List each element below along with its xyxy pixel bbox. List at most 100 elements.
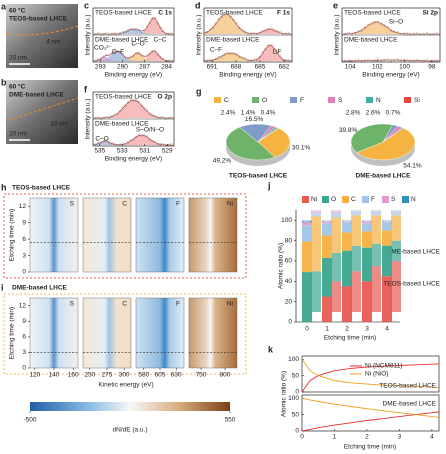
raw-point bbox=[105, 115, 108, 119]
raw-point bbox=[373, 59, 376, 62]
map-label: F bbox=[176, 201, 180, 208]
bar-segment bbox=[311, 216, 321, 272]
bar-segment bbox=[371, 243, 381, 267]
raw-point bbox=[164, 144, 167, 147]
envelope bbox=[203, 44, 293, 62]
raw-point bbox=[416, 32, 419, 35]
x-tick-label: 0 bbox=[300, 434, 304, 441]
raw-point bbox=[347, 59, 350, 62]
axis-title: Intensity (a.u.) bbox=[196, 14, 203, 55]
raw-point bbox=[170, 143, 173, 146]
y-tick-label: 9 bbox=[22, 318, 26, 325]
raw-point bbox=[244, 30, 247, 33]
raw-point bbox=[217, 56, 220, 59]
bar-segment bbox=[342, 222, 352, 233]
bar-cap bbox=[342, 218, 352, 222]
x-tick-label: 691 bbox=[207, 64, 218, 71]
raw-point bbox=[100, 33, 103, 36]
raw-point bbox=[121, 142, 124, 145]
x-tick-label: 3 bbox=[398, 434, 402, 441]
bar-cap bbox=[382, 218, 392, 222]
raw-point bbox=[223, 13, 226, 16]
y-tick-label: 80 bbox=[285, 237, 293, 244]
raw-point bbox=[258, 31, 261, 34]
raw-point bbox=[118, 143, 122, 146]
envelope bbox=[92, 134, 174, 146]
bar-segment bbox=[302, 272, 312, 322]
x-tick-label: 140 bbox=[49, 372, 60, 379]
raw-point bbox=[100, 117, 103, 120]
raw-point bbox=[380, 59, 383, 62]
raw-point bbox=[102, 140, 105, 143]
pie-name: DME-based LHCE bbox=[356, 173, 412, 180]
raw-point bbox=[205, 31, 208, 34]
raw-point bbox=[285, 32, 288, 35]
raw-point bbox=[357, 59, 360, 62]
raw-point bbox=[249, 59, 252, 62]
raw-point bbox=[252, 58, 255, 61]
raw-point bbox=[389, 29, 393, 32]
raw-point bbox=[246, 59, 250, 62]
peak-label: LiF bbox=[272, 49, 281, 56]
raw-point bbox=[350, 60, 353, 63]
x-tick-label: 293 bbox=[95, 64, 106, 71]
bar-segment bbox=[351, 271, 361, 312]
heatmap bbox=[82, 297, 132, 369]
bar-cap bbox=[371, 208, 381, 212]
y-tick-label: 50 bbox=[292, 411, 300, 418]
raw-point bbox=[159, 116, 162, 119]
heatmap bbox=[29, 297, 79, 369]
legend-label: S bbox=[338, 97, 343, 104]
bar-segment bbox=[362, 281, 372, 322]
raw-point bbox=[143, 29, 146, 32]
label: C 1s bbox=[158, 10, 172, 17]
legend-swatch bbox=[252, 97, 259, 103]
raw-point bbox=[267, 28, 270, 31]
raw-point bbox=[244, 57, 247, 60]
peak-label: Si–O bbox=[389, 19, 403, 26]
value-label: 39.8% bbox=[339, 127, 358, 134]
panel-label: d bbox=[195, 0, 201, 10]
bar-segment bbox=[362, 223, 372, 232]
section-title: TEOS-based LHCE bbox=[12, 185, 71, 192]
raw-point bbox=[102, 116, 105, 119]
raw-point bbox=[229, 52, 232, 55]
map-label: C bbox=[122, 301, 127, 308]
panel-label: k bbox=[268, 344, 274, 354]
raw-point bbox=[148, 53, 151, 56]
panel-label: c bbox=[84, 0, 89, 10]
raw-point bbox=[132, 138, 135, 141]
raw-point bbox=[276, 52, 279, 55]
raw-point bbox=[127, 29, 130, 32]
x-tick-label: 4 bbox=[385, 326, 389, 333]
axis-title: Intensity (a.u.) bbox=[85, 14, 92, 55]
heatmap bbox=[188, 197, 238, 273]
interface-line bbox=[5, 25, 79, 36]
bar-segment bbox=[362, 221, 372, 224]
bar-segment bbox=[331, 281, 341, 312]
raw-point bbox=[100, 141, 103, 144]
label: TEOS-based LHCE bbox=[95, 94, 152, 101]
x-tick-label: 287 bbox=[139, 64, 150, 71]
x-tick-label: 685 bbox=[255, 64, 266, 71]
x-tick-label: 2 bbox=[365, 434, 369, 441]
x-tick-label: 275 bbox=[102, 372, 113, 379]
x-tick-label: 104 bbox=[345, 64, 356, 71]
legend-label: Si bbox=[414, 97, 420, 104]
legend-label: C bbox=[224, 97, 229, 104]
raw-point bbox=[140, 30, 143, 33]
fit-peak bbox=[93, 57, 174, 61]
bar-segment bbox=[342, 232, 352, 251]
bar-segment bbox=[391, 215, 401, 241]
raw-point bbox=[273, 29, 276, 32]
raw-point bbox=[127, 101, 130, 104]
interface-line bbox=[9, 97, 79, 121]
value-label: 0.4% bbox=[261, 110, 276, 117]
raw-point bbox=[127, 57, 130, 60]
raw-point bbox=[367, 23, 370, 26]
envelope bbox=[92, 50, 174, 62]
peak-label: C–O bbox=[95, 136, 108, 143]
legend-swatch bbox=[362, 196, 369, 203]
bar-cap bbox=[311, 208, 321, 212]
dashed-frame bbox=[3, 293, 247, 375]
